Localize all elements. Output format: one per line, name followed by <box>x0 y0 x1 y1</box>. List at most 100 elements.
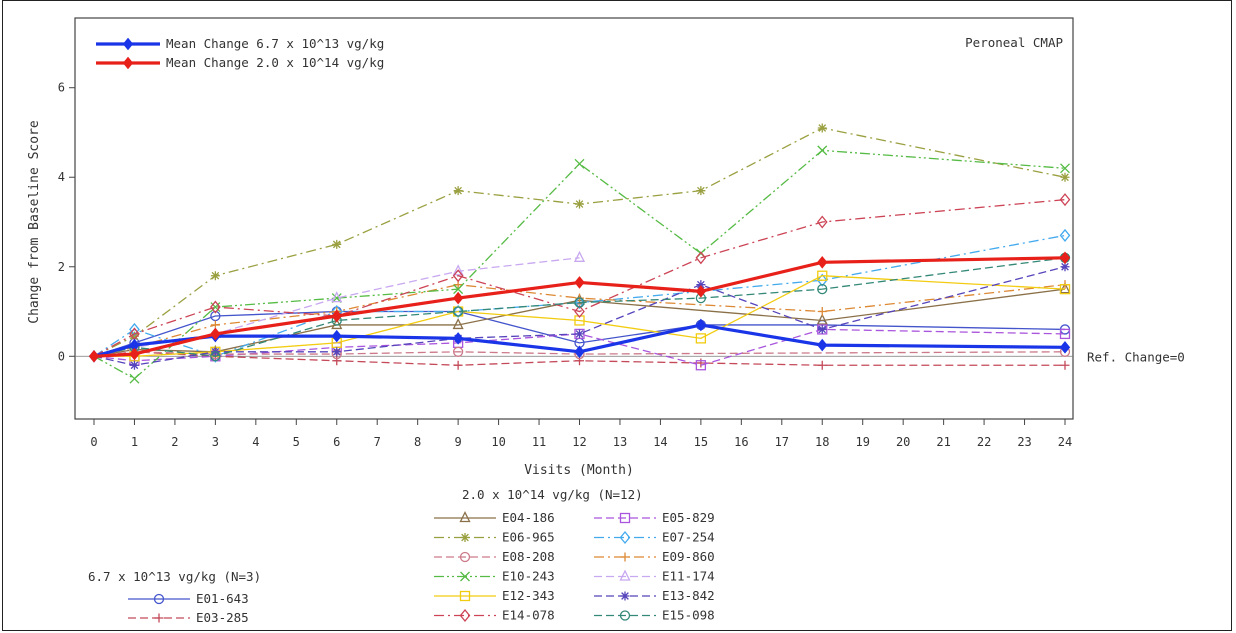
legend-entry-E06-965: E06-965 <box>434 530 555 545</box>
marker-triangle <box>331 291 343 303</box>
marker-x <box>129 373 140 384</box>
marker-circle <box>210 351 221 362</box>
marker-diamond <box>210 300 221 314</box>
x-tick-label: 7 <box>374 435 381 449</box>
marker-star <box>696 280 706 290</box>
marker-star <box>332 347 342 357</box>
marker-star <box>575 329 584 339</box>
marker-diamond <box>452 304 464 319</box>
marker-square <box>1059 283 1071 295</box>
x-tick-label: 12 <box>572 435 586 449</box>
x-tick-label: 2 <box>171 435 178 449</box>
marker-filled-diamond <box>122 56 134 70</box>
y-tick-label: 0 <box>58 349 65 363</box>
marker-filled-diamond <box>210 327 221 341</box>
marker-filled-diamond <box>1059 341 1071 354</box>
legend-entry-E13-842: E13-842 <box>594 588 715 603</box>
legend-label: E05-829 <box>662 510 715 525</box>
marker-square <box>695 360 707 371</box>
marker-filled-diamond <box>129 347 140 361</box>
marker-star <box>210 271 220 281</box>
x-tick-label: 6 <box>333 435 340 449</box>
x-tick-label: 3 <box>212 435 219 449</box>
x-tick-label: 21 <box>936 435 950 449</box>
marker-square <box>619 512 631 524</box>
marker-star <box>1060 262 1070 272</box>
marker-x <box>210 302 221 313</box>
marker-circle <box>817 283 828 295</box>
marker-plus <box>817 360 827 370</box>
marker-star <box>332 239 342 249</box>
legend-entry-mean: Mean Change 6.7 x 10^13 vg/kg <box>96 36 384 51</box>
legend-label: E15-098 <box>662 608 715 623</box>
legend-entry-E15-098: E15-098 <box>594 608 715 623</box>
marker-plus <box>332 356 342 366</box>
marker-x <box>574 158 585 169</box>
marker-diamond <box>816 273 828 287</box>
panel-label: Peroneal CMAP <box>965 35 1063 50</box>
legend-label: Mean Change 6.7 x 10^13 vg/kg <box>166 36 384 51</box>
x-tick-label: 18 <box>815 435 829 449</box>
series-line <box>93 198 1066 357</box>
marker-filled-diamond <box>331 329 342 343</box>
x-tick-label: 20 <box>896 435 910 449</box>
marker-filled-diamond <box>695 318 707 332</box>
x-tick-label: 4 <box>252 435 259 449</box>
marker-filled-diamond <box>452 332 464 345</box>
legend-group-title: 2.0 x 10^14 vg/kg (N=12) <box>462 487 643 502</box>
reference-line-label: Ref. Change=0 <box>1087 349 1185 364</box>
marker-filled-diamond <box>1059 251 1071 265</box>
marker-star <box>817 123 827 133</box>
legend-label: E13-842 <box>662 588 715 603</box>
marker-triangle <box>452 317 464 330</box>
series-E06-965 <box>93 123 1070 357</box>
legend-entry-E12-343: E12-343 <box>434 588 555 603</box>
marker-circle <box>574 297 585 308</box>
marker-filled-diamond <box>574 276 585 289</box>
y-tick-label: 2 <box>58 260 65 274</box>
x-tick-label: 17 <box>775 435 789 449</box>
marker-star <box>575 199 584 209</box>
legend-entry-E14-078: E14-078 <box>434 608 555 623</box>
legend-entry-E04-186: E04-186 <box>434 510 555 525</box>
marker-square <box>459 590 471 602</box>
marker-triangle <box>573 250 586 262</box>
x-tick-label: 11 <box>532 435 546 449</box>
x-tick-label: 16 <box>734 435 748 449</box>
marker-circle <box>153 593 165 605</box>
marker-circle <box>452 346 464 357</box>
marker-square <box>1059 328 1071 340</box>
x-tick-label: 15 <box>694 435 708 449</box>
x-tick-label: 24 <box>1058 435 1072 449</box>
marker-star <box>1060 172 1070 182</box>
marker-x <box>460 571 470 582</box>
x-tick-label: 0 <box>90 435 97 449</box>
marker-circle <box>459 551 471 563</box>
marker-plus <box>453 360 463 370</box>
y-axis-label: Change from Baseline Score <box>27 120 42 324</box>
marker-filled-diamond <box>817 255 828 269</box>
x-tick-label: 1 <box>131 435 138 449</box>
marker-diamond <box>1059 228 1071 242</box>
legend-label: Mean Change 2.0 x 10^14 vg/kg <box>166 55 384 70</box>
marker-diamond <box>816 215 828 229</box>
series-line <box>93 234 1066 357</box>
legend-label: E11-174 <box>662 569 715 584</box>
marker-diamond <box>574 304 585 319</box>
x-tick-label: 22 <box>977 435 991 449</box>
marker-star <box>817 324 827 334</box>
series-line <box>93 257 580 357</box>
marker-star <box>460 533 470 542</box>
legend-entry-E07-254: E07-254 <box>594 530 715 545</box>
legend-entry-E09-860: E09-860 <box>594 549 715 564</box>
legend-group-title: 6.7 x 10^13 vg/kg (N=3) <box>88 569 261 584</box>
marker-circle <box>452 306 464 317</box>
legend-entry-E08-208: E08-208 <box>434 549 555 564</box>
marker-star <box>696 186 706 196</box>
marker-diamond <box>459 608 471 623</box>
legend-entry-mean: Mean Change 2.0 x 10^14 vg/kg <box>96 55 384 70</box>
mean-series <box>88 318 1071 363</box>
marker-plus <box>620 552 630 562</box>
